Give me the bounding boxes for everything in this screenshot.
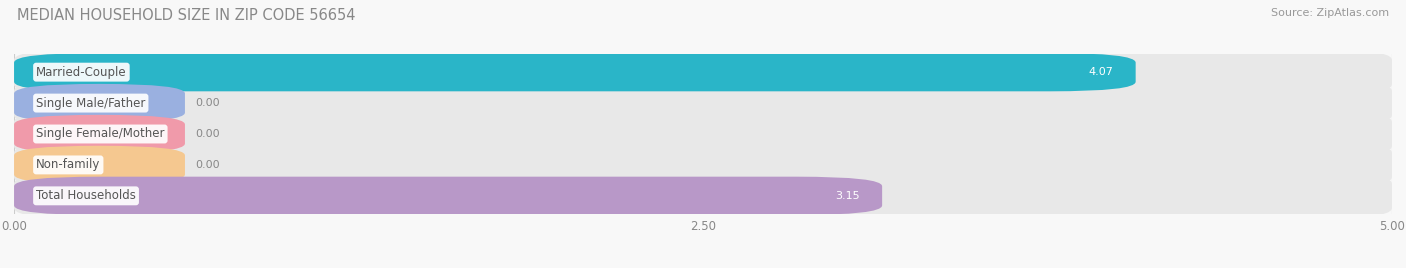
Text: 0.00: 0.00 (195, 98, 219, 108)
Text: MEDIAN HOUSEHOLD SIZE IN ZIP CODE 56654: MEDIAN HOUSEHOLD SIZE IN ZIP CODE 56654 (17, 8, 356, 23)
FancyBboxPatch shape (14, 84, 186, 122)
FancyBboxPatch shape (14, 115, 186, 153)
FancyBboxPatch shape (14, 140, 1392, 190)
Text: Single Female/Mother: Single Female/Mother (37, 128, 165, 140)
Text: Total Households: Total Households (37, 189, 136, 202)
Text: Non-family: Non-family (37, 158, 100, 172)
FancyBboxPatch shape (14, 146, 186, 184)
FancyBboxPatch shape (14, 109, 1392, 159)
Text: 4.07: 4.07 (1088, 67, 1114, 77)
FancyBboxPatch shape (14, 47, 1392, 97)
Text: 0.00: 0.00 (195, 129, 219, 139)
Text: 0.00: 0.00 (195, 160, 219, 170)
Text: 3.15: 3.15 (835, 191, 860, 201)
Text: Married-Couple: Married-Couple (37, 66, 127, 79)
Text: Source: ZipAtlas.com: Source: ZipAtlas.com (1271, 8, 1389, 18)
Text: Single Male/Father: Single Male/Father (37, 96, 145, 110)
FancyBboxPatch shape (14, 171, 1392, 221)
FancyBboxPatch shape (14, 177, 882, 215)
FancyBboxPatch shape (14, 53, 1136, 91)
FancyBboxPatch shape (14, 78, 1392, 128)
